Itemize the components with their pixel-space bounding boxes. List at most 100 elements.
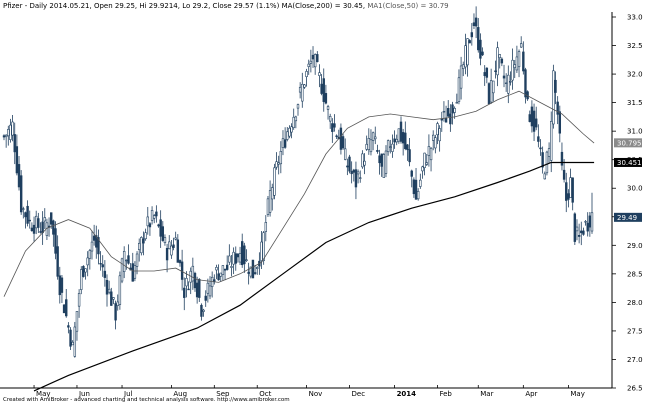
candle xyxy=(369,129,373,156)
candle xyxy=(470,23,474,46)
candle xyxy=(414,168,418,200)
candle xyxy=(80,266,83,295)
candle xyxy=(406,144,409,161)
candle xyxy=(584,219,587,226)
y-tick-label: 26.5 xyxy=(627,385,643,393)
candle xyxy=(273,163,276,200)
candle xyxy=(434,134,437,154)
candle xyxy=(554,71,557,105)
candle xyxy=(296,103,300,116)
candle xyxy=(69,327,72,351)
candle xyxy=(374,126,377,145)
candle xyxy=(120,257,124,284)
candle xyxy=(71,340,74,346)
candle xyxy=(541,146,544,174)
candle xyxy=(195,276,199,304)
candle xyxy=(253,264,257,276)
candle xyxy=(582,227,585,236)
candle xyxy=(466,38,469,77)
candle xyxy=(249,266,252,279)
candle xyxy=(165,243,169,273)
candle xyxy=(397,128,401,144)
candle xyxy=(545,150,549,176)
candle xyxy=(172,237,175,251)
candle xyxy=(92,224,96,246)
candle xyxy=(84,268,87,280)
candle xyxy=(245,249,248,262)
candle xyxy=(243,242,246,273)
header-info: - Daily 2014.05.21, Open 29.25, Hi 29.92… xyxy=(25,2,280,10)
candle xyxy=(382,152,386,178)
candle xyxy=(571,177,574,211)
candle xyxy=(39,222,42,234)
candle xyxy=(178,259,182,267)
candle xyxy=(150,206,154,225)
candle xyxy=(575,219,579,241)
candle xyxy=(316,51,319,63)
candle xyxy=(522,41,525,75)
candle xyxy=(326,104,330,120)
candle xyxy=(125,259,128,270)
candle xyxy=(19,170,23,215)
candle xyxy=(449,104,452,132)
candle xyxy=(54,221,57,260)
candle xyxy=(386,139,390,156)
candle xyxy=(238,246,242,266)
candle xyxy=(519,36,523,48)
candle xyxy=(62,303,66,314)
candle xyxy=(440,111,443,132)
candle xyxy=(496,41,499,87)
candle xyxy=(251,259,255,279)
candle xyxy=(277,155,280,175)
candle xyxy=(157,223,160,228)
candle xyxy=(13,122,16,165)
candle xyxy=(528,110,531,123)
candle xyxy=(56,235,59,280)
footer-credit: Created with AmiBroker - advanced charti… xyxy=(3,397,290,403)
candle xyxy=(305,68,308,87)
candle xyxy=(485,67,489,84)
candle xyxy=(464,33,467,75)
candles xyxy=(2,6,594,358)
candle xyxy=(421,165,424,179)
candle xyxy=(198,278,201,302)
candle xyxy=(322,68,325,112)
candle xyxy=(161,221,165,242)
candle xyxy=(481,47,484,56)
candle xyxy=(318,64,321,88)
candle xyxy=(513,59,516,79)
y-tick-label: 33.0 xyxy=(627,14,643,22)
x-tick-label: Jul xyxy=(123,390,133,398)
candle xyxy=(215,264,218,280)
x-tick-label: May xyxy=(570,390,584,398)
candle xyxy=(7,125,10,146)
candle xyxy=(228,244,231,266)
candle xyxy=(193,271,197,292)
candle xyxy=(425,153,428,166)
candle xyxy=(146,207,149,235)
candle xyxy=(107,280,111,295)
candle xyxy=(468,39,471,44)
candle xyxy=(140,236,143,256)
candle xyxy=(283,127,287,149)
candle xyxy=(565,172,568,213)
ma50-line xyxy=(3,90,595,297)
candle xyxy=(356,169,360,184)
candle xyxy=(391,134,394,158)
candle xyxy=(539,139,542,156)
candle xyxy=(200,303,203,321)
candle xyxy=(393,130,396,149)
candle xyxy=(52,219,55,247)
candle xyxy=(234,246,237,271)
svg-text:29.49: 29.49 xyxy=(617,214,637,222)
candle xyxy=(436,121,439,145)
candle xyxy=(256,266,259,275)
y-tick-label: 28.0 xyxy=(627,299,643,307)
candle xyxy=(191,257,195,290)
candle xyxy=(498,54,501,69)
x-tick-label: 2014 xyxy=(397,390,417,398)
candle xyxy=(174,231,177,241)
candle xyxy=(462,61,465,77)
candle xyxy=(384,145,388,178)
candle xyxy=(500,57,504,67)
